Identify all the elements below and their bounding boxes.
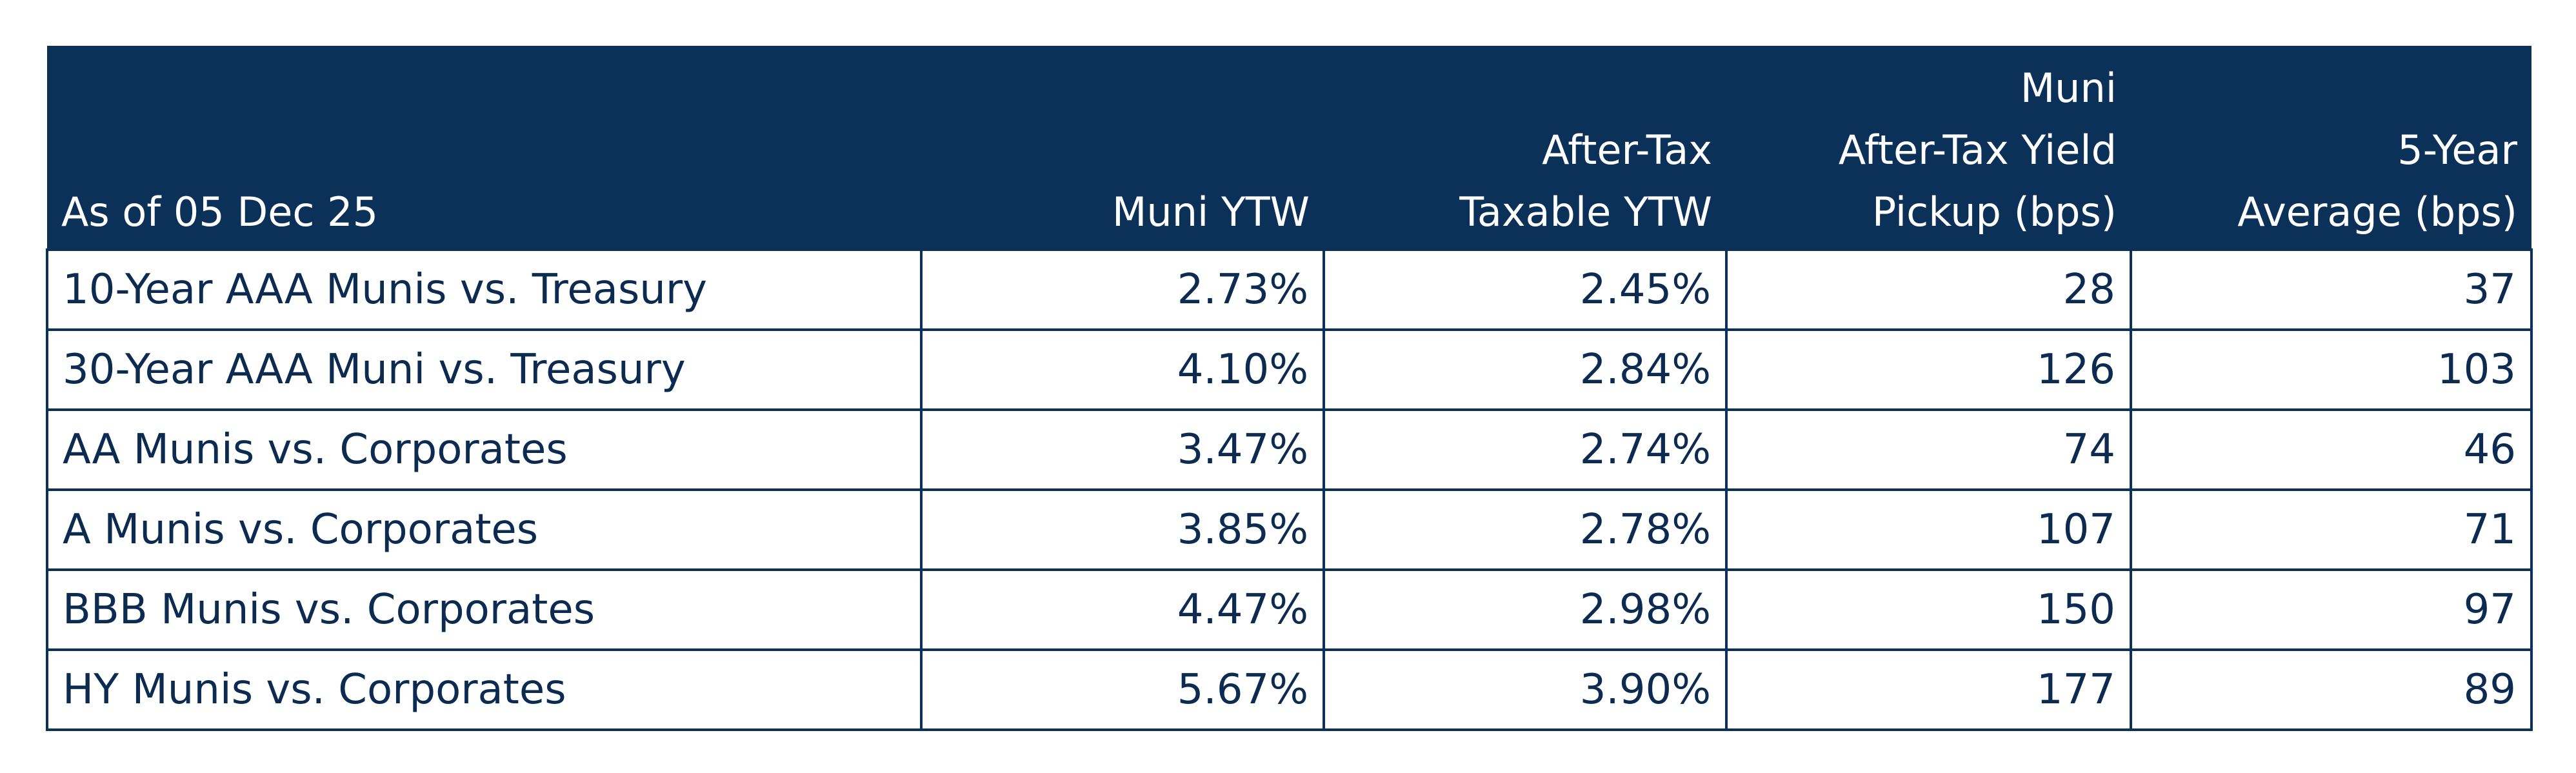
cell-value: 103 [2130,328,2533,411]
cell-value: 37 [2130,248,2533,331]
column-header: 5-Year Average (bps) [2131,46,2531,250]
row-label: A Munis vs. Corporates [46,488,923,571]
header-text: As of 05 Dec 25 [61,188,379,236]
cell-value: 46 [2130,408,2533,491]
cell-value: 3.47% [920,408,1325,491]
cell-value: 89 [2130,648,2533,731]
cell-value: 4.47% [920,568,1325,651]
column-header: After-Tax Taxable YTW [1324,46,1726,250]
row-label: 30-Year AAA Muni vs. Treasury [46,328,923,411]
table-row: HY Munis vs. Corporates 5.67% 3.90% 177 89 [46,648,2533,731]
header-row: As of 05 Dec 25 Muni YTW After-Tax Taxable … [47,46,2531,250]
header-text: Taxable YTW [1459,188,1712,236]
cell-value: 74 [1725,408,2132,491]
header-text: 5-Year [2397,126,2517,174]
cell-value: 107 [1725,488,2132,571]
column-header: As of 05 Dec 25 [47,46,921,250]
cell-value: 3.90% [1323,648,1728,731]
column-header: Muni YTW [921,46,1324,250]
table-row: AA Munis vs. Corporates 3.47% 2.74% 74 46 [46,408,2533,491]
cell-value: 2.45% [1323,248,1728,331]
table-row: A Munis vs. Corporates 3.85% 2.78% 107 71 [46,488,2533,571]
cell-value: 3.85% [920,488,1325,571]
cell-value: 2.74% [1323,408,1728,491]
row-label: BBB Munis vs. Corporates [46,568,923,651]
header-text: After-Tax Yield [1838,126,2117,174]
cell-value: 71 [2130,488,2533,571]
row-label: 10-Year AAA Munis vs. Treasury [46,248,923,331]
yield-table: As of 05 Dec 25 Muni YTW After-Tax Taxable … [46,46,2533,731]
column-header: Muni After-Tax Yield Pickup (bps) [1726,46,2131,250]
row-label: HY Munis vs. Corporates [46,648,923,731]
table-container: As of 05 Dec 25 Muni YTW After-Tax Taxable … [46,46,2533,731]
cell-value: 5.67% [920,648,1325,731]
header-text: Muni [2020,65,2117,112]
table-body: 10-Year AAA Munis vs. Treasury 2.73% 2.45%… [46,248,2533,731]
table-row: BBB Munis vs. Corporates 4.47% 2.98% 150 97 [46,568,2533,651]
cell-value: 2.98% [1323,568,1728,651]
header-text: After-Tax [1542,126,1712,174]
cell-value: 126 [1725,328,2132,411]
cell-value: 4.10% [920,328,1325,411]
header-text: Average (bps) [2237,188,2517,236]
table-row: 30-Year AAA Muni vs. Treasury 4.10% 2.84% 1… [46,328,2533,411]
cell-value: 2.73% [920,248,1325,331]
cell-value: 2.84% [1323,328,1728,411]
cell-value: 2.78% [1323,488,1728,571]
cell-value: 150 [1725,568,2132,651]
header-text: Pickup (bps) [1872,188,2117,236]
cell-value: 28 [1725,248,2132,331]
row-label: AA Munis vs. Corporates [46,408,923,491]
table-row: 10-Year AAA Munis vs. Treasury 2.73% 2.45%… [46,248,2533,331]
cell-value: 97 [2130,568,2533,651]
header-text: Muni YTW [1112,188,1310,236]
cell-value: 177 [1725,648,2132,731]
